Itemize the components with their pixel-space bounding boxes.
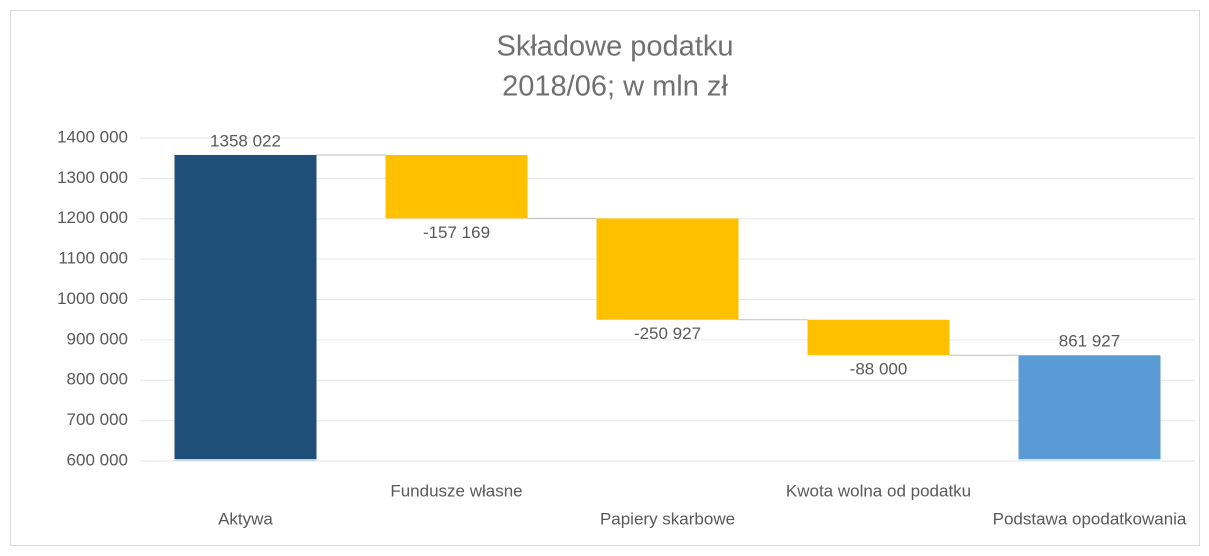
y-tick-label: 900 000 — [67, 329, 128, 348]
x-tick-label: Kwota wolna od podatku — [786, 481, 971, 500]
x-tick-label: Podstawa opodatkowania — [993, 509, 1187, 528]
y-tick-label: 1200 000 — [57, 208, 128, 227]
x-tick-label: Aktywa — [218, 509, 273, 528]
data-label: 1358 022 — [210, 131, 281, 150]
bar — [1018, 355, 1161, 461]
chart-title: Składowe podatku — [497, 31, 734, 63]
data-label: -250 927 — [634, 324, 701, 343]
x-tick-label: Papiery skarbowe — [600, 509, 735, 528]
y-tick-label: 1100 000 — [58, 249, 128, 268]
y-tick-label: 1300 000 — [57, 168, 128, 187]
y-tick-label: 1400 000 — [57, 127, 128, 146]
data-label: -88 000 — [850, 360, 908, 379]
bar — [174, 154, 317, 462]
y-tick-label: 1000 000 — [57, 289, 128, 308]
bar — [385, 154, 528, 219]
chart-subtitle: 2018/06; w mln zł — [502, 71, 728, 103]
bar — [596, 218, 739, 320]
data-label: -157 169 — [423, 223, 490, 242]
bar — [807, 319, 950, 356]
y-tick-label: 800 000 — [67, 370, 128, 389]
data-label: 861 927 — [1059, 332, 1120, 351]
y-tick-label: 700 000 — [67, 410, 128, 429]
y-tick-label: 600 000 — [67, 450, 128, 469]
x-tick-label: Fundusze własne — [390, 481, 522, 500]
